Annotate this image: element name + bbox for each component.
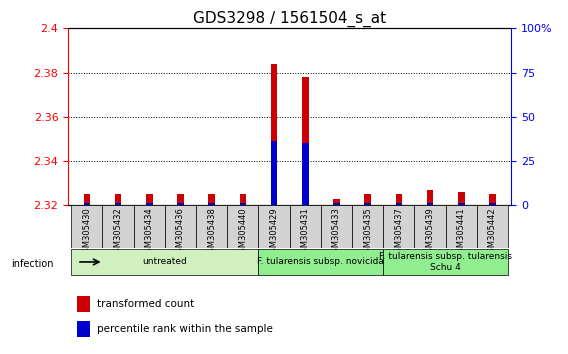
Bar: [333, 199, 340, 205]
Bar: [489, 203, 496, 205]
Bar: [208, 203, 215, 205]
Bar: [115, 203, 122, 205]
FancyBboxPatch shape: [196, 205, 227, 248]
Text: infection: infection: [11, 259, 54, 269]
Bar: [458, 192, 465, 205]
Bar: [240, 194, 246, 205]
FancyBboxPatch shape: [102, 205, 133, 248]
Text: GSM305441: GSM305441: [457, 207, 466, 258]
Text: F. tularensis subsp. novicida: F. tularensis subsp. novicida: [257, 257, 385, 267]
Text: GSM305429: GSM305429: [270, 207, 278, 258]
Bar: [83, 203, 90, 205]
Text: GSM305437: GSM305437: [394, 207, 403, 258]
Bar: [365, 194, 371, 205]
Bar: [333, 203, 340, 205]
FancyBboxPatch shape: [383, 249, 508, 275]
Bar: [115, 194, 122, 205]
Text: GSM305434: GSM305434: [145, 207, 154, 258]
FancyBboxPatch shape: [446, 205, 477, 248]
Bar: [458, 203, 465, 205]
Text: GSM305430: GSM305430: [82, 207, 91, 258]
Text: GSM305435: GSM305435: [363, 207, 372, 258]
FancyBboxPatch shape: [352, 205, 383, 248]
Bar: [146, 194, 153, 205]
FancyBboxPatch shape: [415, 205, 446, 248]
FancyBboxPatch shape: [258, 249, 383, 275]
Bar: [427, 203, 433, 205]
Text: GSM305442: GSM305442: [488, 207, 497, 258]
Text: transformed count: transformed count: [97, 298, 194, 309]
FancyBboxPatch shape: [321, 205, 352, 248]
Bar: [177, 203, 184, 205]
Bar: [395, 194, 402, 205]
FancyBboxPatch shape: [477, 205, 508, 248]
FancyBboxPatch shape: [71, 205, 102, 248]
Bar: [208, 194, 215, 205]
FancyBboxPatch shape: [71, 249, 258, 275]
Bar: [365, 203, 371, 205]
Text: untreated: untreated: [143, 257, 187, 267]
Bar: [271, 64, 277, 205]
Bar: [395, 203, 402, 205]
Bar: [177, 194, 184, 205]
Text: GSM305431: GSM305431: [301, 207, 310, 258]
Bar: [83, 194, 90, 205]
Bar: [302, 143, 308, 205]
Title: GDS3298 / 1561504_s_at: GDS3298 / 1561504_s_at: [193, 11, 386, 27]
Text: GSM305438: GSM305438: [207, 207, 216, 258]
Text: GSM305432: GSM305432: [114, 207, 123, 258]
Bar: [302, 77, 308, 205]
Bar: [427, 190, 433, 205]
FancyBboxPatch shape: [290, 205, 321, 248]
Text: F. tularensis subsp. tularensis
Schu 4: F. tularensis subsp. tularensis Schu 4: [379, 252, 512, 272]
Text: percentile rank within the sample: percentile rank within the sample: [97, 324, 273, 334]
Bar: [77, 321, 90, 337]
Bar: [146, 203, 153, 205]
Text: GSM305440: GSM305440: [239, 207, 248, 258]
Bar: [240, 203, 246, 205]
Bar: [77, 296, 90, 312]
FancyBboxPatch shape: [165, 205, 196, 248]
Text: GSM305433: GSM305433: [332, 207, 341, 258]
FancyBboxPatch shape: [383, 205, 415, 248]
Bar: [489, 194, 496, 205]
Text: GSM305436: GSM305436: [176, 207, 185, 258]
FancyBboxPatch shape: [227, 205, 258, 248]
FancyBboxPatch shape: [133, 205, 165, 248]
Text: GSM305439: GSM305439: [425, 207, 435, 258]
FancyBboxPatch shape: [258, 205, 290, 248]
Bar: [271, 141, 277, 205]
